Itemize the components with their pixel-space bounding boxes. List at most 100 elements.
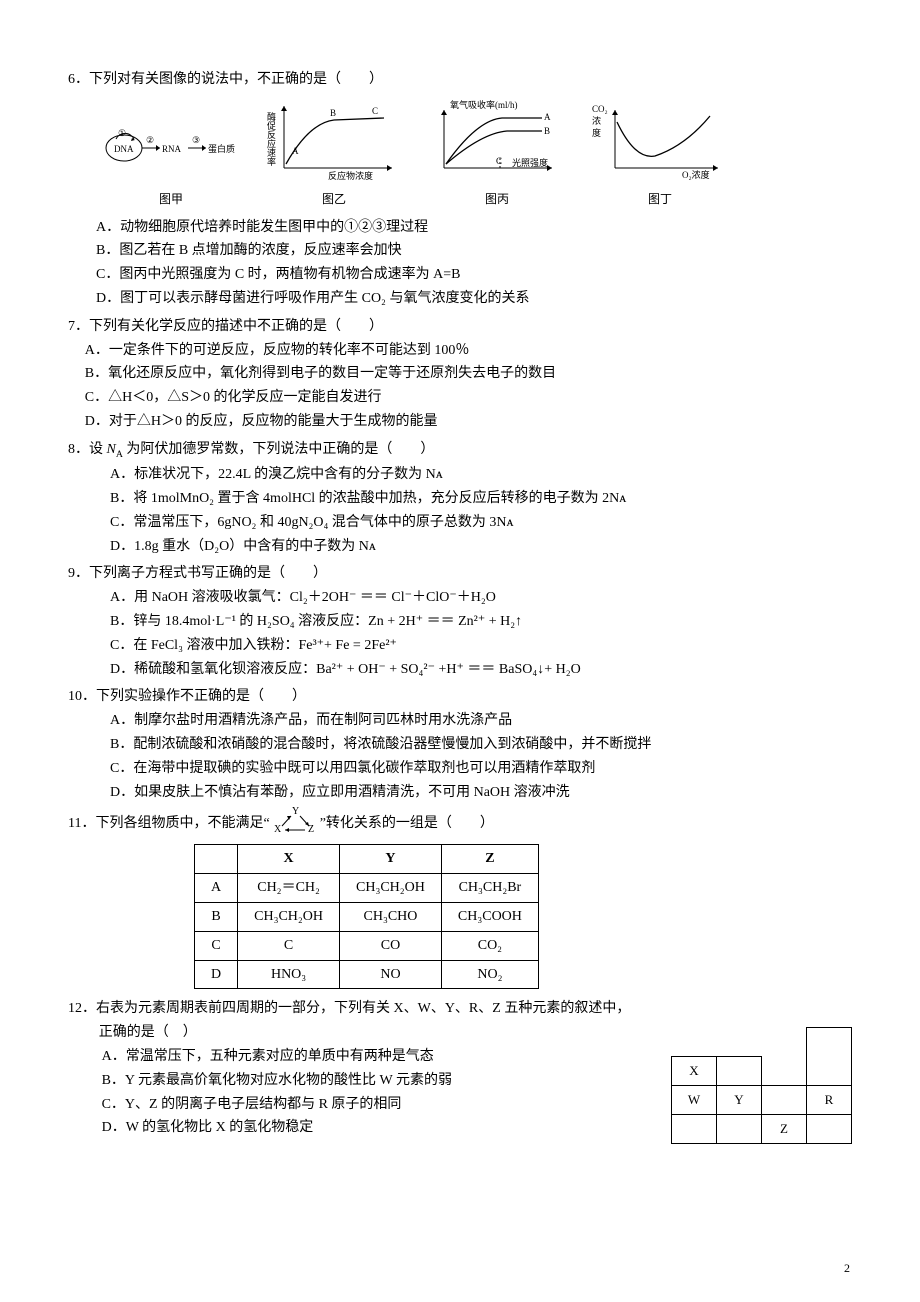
label-n2: ② xyxy=(146,135,154,145)
table-row: X Y Z xyxy=(195,845,539,874)
question-7: 7．下列有关化学反应的描述中不正确的是（ ） A．一定条件下的可逆反应，反应物的… xyxy=(68,315,852,434)
q7-opt-D: D．对于△H＞0 的反应，反应物的能量大于生成物的能量 xyxy=(85,410,852,434)
table-row: B CH₃CH₂OH CH₃CHO CH₃COOH xyxy=(195,902,539,931)
cycle-diagram: X Y Z xyxy=(272,808,318,840)
q6-options: A．动物细胞原代培养时能发生图甲中的①②③理过程 B．图乙若在 B 点增加酶的浓… xyxy=(68,216,852,311)
q7-stem: 7．下列有关化学反应的描述中不正确的是（ ） xyxy=(68,315,852,339)
table-row: A CH₂＝CH₂ CH₃CH₂OH CH₃CH₂Br xyxy=(195,874,539,903)
cycle-X: X xyxy=(274,824,282,835)
ylabel-C: C xyxy=(372,106,378,116)
label-protein: 蛋白质 xyxy=(208,143,235,154)
g3-A: A xyxy=(544,112,551,122)
q7-options: A．一定条件下的可逆反应，反应物的转化率不可能达到 100％ B．氧化还原反应中… xyxy=(68,339,852,434)
q9-options: A．用 NaOH 溶液吸收氯气：Cl₂＋2OH⁻ ＝＝ Cl⁻＋ClO⁻＋H₂O… xyxy=(68,586,852,681)
q9-opt-D: D．稀硫酸和氢氧化钡溶液反应：Ba²⁺ + OH⁻ + SO₄²⁻ +H⁺ ＝＝… xyxy=(110,658,852,682)
label-n3: ③ xyxy=(192,135,200,145)
q8-stem-Asub: A xyxy=(116,449,123,460)
q6-opt-C: C．图丙中光照强度为 C 时，两植物有机物合成速率为 A=B xyxy=(96,263,852,287)
q8-opt-A: A．标准状况下，22.4L 的溴乙烷中含有的分子数为 Nᴀ xyxy=(110,463,852,487)
q9-stem: 9．下列离子方程式书写正确的是（ ） xyxy=(68,562,852,586)
q6-img-bing: A B C 氧气吸收率(ml/h) 光照强度 图丙 xyxy=(422,98,572,210)
q6-img-jia: DNA ① ② RNA ③ 蛋白质 图甲 xyxy=(96,103,246,210)
q8-stem: 8．设 NA 为阿伏加德罗常数，下列说法中正确的是（ ） xyxy=(68,438,852,463)
q6-svg-jia: DNA ① ② RNA ③ 蛋白质 xyxy=(96,103,246,183)
q6-img-yi: A B C 酶促反应速率 反应物浓度 图乙 xyxy=(264,98,404,210)
q6-svg-bing: A B C 氧气吸收率(ml/h) 光照强度 xyxy=(422,98,572,183)
periodic-fragment: X W Y R Z xyxy=(671,1027,852,1144)
q7-opt-B: B．氧化还原反应中，氧化剂得到电子的数目一定等于还原剂失去电子的数目 xyxy=(85,362,852,386)
cell-X: X xyxy=(672,1056,717,1085)
page-container: 6．下列对有关图像的说法中，不正确的是（ ） DNA ① ② RNA ③ xyxy=(0,0,920,1302)
ylabel-B: B xyxy=(330,108,336,118)
q12-opt-A: A．常温常压下，五种元素对应的单质中有两种是气态 xyxy=(102,1045,653,1069)
q6-img-ding: CO₂ 浓 度 O₂浓度 图丁 xyxy=(590,98,730,210)
table-row: D HNO₃ NO NO₂ xyxy=(195,960,539,989)
cell-Y: Y xyxy=(717,1085,762,1114)
g3-B: B xyxy=(544,126,550,136)
q8-stem-N: N xyxy=(107,442,116,457)
q10-options: A．制摩尔盐时用酒精洗涤产品，而在制阿司匹林时用水洗涤产品 B．配制浓硫酸和浓硝… xyxy=(68,709,852,804)
q7-opt-C: C．△H＜0，△S＞0 的化学反应一定能自发进行 xyxy=(85,386,852,410)
q7-opt-A: A．一定条件下的可逆反应，反应物的转化率不可能达到 100％ xyxy=(85,339,852,363)
q6-stem: 6．下列对有关图像的说法中，不正确的是（ ） xyxy=(68,68,852,92)
question-8: 8．设 NA 为阿伏加德罗常数，下列说法中正确的是（ ） A．标准状况下，22.… xyxy=(68,438,852,559)
q8-stem-suffix: 为阿伏加德罗常数，下列说法中正确的是（ ） xyxy=(123,442,435,457)
cell-R: R xyxy=(807,1085,852,1114)
q10-stem: 10．下列实验操作不正确的是（ ） xyxy=(68,685,852,709)
q6-opt-A: A．动物细胞原代培养时能发生图甲中的①②③理过程 xyxy=(96,216,852,240)
q8-opt-B: B．将 1molMnO₂ 置于含 4molHCl 的浓盐酸中加热，充分反应后转移… xyxy=(110,487,852,511)
q10-opt-B: B．配制浓硫酸和浓硝酸的混合酸时，将浓硫酸沿器壁慢慢加入到浓硝酸中，并不断搅拌 xyxy=(110,733,852,757)
label-dna: DNA xyxy=(114,144,134,154)
q11-table: X Y Z A CH₂＝CH₂ CH₃CH₂OH CH₃CH₂Br B CH₃C… xyxy=(194,844,539,989)
q8-opt-C: C．常温常压下，6gNO₂ 和 40gN₂O₄ 混合气体中的原子总数为 3Nᴀ xyxy=(110,511,852,535)
q6-g4-yl1: CO₂ xyxy=(592,104,608,114)
q6-g4-xlabel: O₂浓度 xyxy=(682,169,710,180)
q11-h1: X xyxy=(238,845,340,874)
q12-opt-C: C．Y、Z 的阴离子电子层结构都与 R 原子的相同 xyxy=(102,1093,653,1117)
q11-stem-suffix: 转化关系的一组是（ ） xyxy=(326,817,494,832)
cell-Z: Z xyxy=(762,1114,807,1143)
q6-caption1: 图甲 xyxy=(96,189,246,209)
q12-opt-B: B．Y 元素最高价氧化物对应水化物的酸性比 W 元素的弱 xyxy=(102,1069,653,1093)
q11-h2: Y xyxy=(340,845,442,874)
cycle-Y: Y xyxy=(292,806,299,817)
q10-opt-A: A．制摩尔盐时用酒精洗涤产品，而在制阿司匹林时用水洗涤产品 xyxy=(110,709,852,733)
cell-W: W xyxy=(672,1085,717,1114)
q6-g2-xlabel: 反应物浓度 xyxy=(328,170,373,181)
table-row: C C CO CO₂ xyxy=(195,931,539,960)
label-rna: RNA xyxy=(162,144,182,154)
q11-stem: 11．下列各组物质中，不能满足“ X Y Z ”转化关系的一组是（ ） xyxy=(68,808,852,840)
q6-g2-ylabel: 酶促反应速率 xyxy=(266,111,276,167)
question-9: 9．下列离子方程式书写正确的是（ ） A．用 NaOH 溶液吸收氯气：Cl₂＋2… xyxy=(68,562,852,681)
q10-opt-D: D．如果皮肤上不慎沾有苯酚，应立即用酒精清洗，不可用 NaOH 溶液冲洗 xyxy=(110,781,852,805)
question-6: 6．下列对有关图像的说法中，不正确的是（ ） DNA ① ② RNA ③ xyxy=(68,68,852,311)
q9-opt-A: A．用 NaOH 溶液吸收氯气：Cl₂＋2OH⁻ ＝＝ Cl⁻＋ClO⁻＋H₂O xyxy=(110,586,852,610)
page-number: 2 xyxy=(844,1258,850,1278)
q8-opt-D: D．1.8g 重水（D₂O）中含有的中子数为 Nᴀ xyxy=(110,535,852,559)
q11-h3: Z xyxy=(441,845,538,874)
q8-stem-prefix: 8．设 xyxy=(68,442,107,457)
q8-options: A．标准状况下，22.4L 的溴乙烷中含有的分子数为 Nᴀ B．将 1molMn… xyxy=(68,463,852,558)
ylabel-A: A xyxy=(292,146,299,156)
q6-g4-yl3: 度 xyxy=(592,127,601,138)
q6-caption3: 图丙 xyxy=(422,189,572,209)
q12-stem-line2: 正确的是（ ） xyxy=(68,1021,653,1045)
q6-images-row: DNA ① ② RNA ③ 蛋白质 图甲 xyxy=(68,98,852,210)
q6-g4-yl2: 浓 xyxy=(592,116,601,126)
question-12: 12．右表为元素周期表前四周期的一部分，下列有关 X、W、Y、R、Z 五种元素的… xyxy=(68,997,852,1143)
g3-C: C xyxy=(496,156,502,166)
q6-svg-yi: A B C 酶促反应速率 反应物浓度 xyxy=(264,98,404,183)
q6-g3-ylabel: 氧气吸收率(ml/h) xyxy=(450,99,518,110)
q12-opt-D: D．W 的氢化物比 X 的氢化物稳定 xyxy=(102,1116,653,1140)
q9-opt-C: C．在 FeCl₃ 溶液中加入铁粉：Fe³⁺+ Fe = 2Fe²⁺ xyxy=(110,634,852,658)
q11-stem-prefix: 11．下列各组物质中，不能满足 xyxy=(68,817,263,832)
q6-caption4: 图丁 xyxy=(590,189,730,209)
question-11: 11．下列各组物质中，不能满足“ X Y Z ”转化关系的一组是（ ） X xyxy=(68,808,852,989)
q12-stem-line1: 12．右表为元素周期表前四周期的一部分，下列有关 X、W、Y、R、Z 五种元素的… xyxy=(68,997,852,1021)
question-10: 10．下列实验操作不正确的是（ ） A．制摩尔盐时用酒精洗涤产品，而在制阿司匹林… xyxy=(68,685,852,804)
q10-opt-C: C．在海带中提取碘的实验中既可以用四氯化碳作萃取剂也可以用酒精作萃取剂 xyxy=(110,757,852,781)
q6-opt-D: D．图丁可以表示酵母菌进行呼吸作用产生 CO₂ 与氧气浓度变化的关系 xyxy=(96,287,852,311)
q12-options: A．常温常压下，五种元素对应的单质中有两种是气态 B．Y 元素最高价氧化物对应水… xyxy=(68,1045,653,1140)
q9-opt-B: B．锌与 18.4mol·L⁻¹ 的 H₂SO₄ 溶液反应：Zn + 2H⁺ ＝… xyxy=(110,610,852,634)
q6-svg-ding: CO₂ 浓 度 O₂浓度 xyxy=(590,98,730,183)
